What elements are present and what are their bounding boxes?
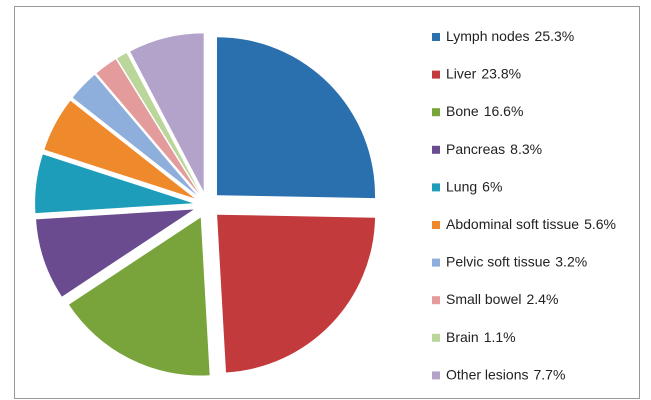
- legend: Lymph nodes 25.3% Liver 23.8% Bone 16.6% Pancr…: [432, 28, 616, 382]
- legend-label: Lymph nodes 25.3%: [446, 28, 574, 44]
- legend-name: Liver: [446, 65, 477, 81]
- pie: [35, 33, 376, 376]
- legend-name: Other lesions: [446, 366, 528, 382]
- pie-slice: [130, 33, 204, 192]
- pie-slice: [68, 217, 210, 376]
- legend-value: 8.3%: [510, 141, 542, 157]
- legend-name: Pancreas: [446, 141, 505, 157]
- pie-slice: [96, 59, 199, 194]
- legend-label: Lung 6%: [446, 178, 502, 194]
- pie-slice: [36, 209, 194, 297]
- legend-swatch: [432, 296, 440, 305]
- legend-swatch: [432, 371, 440, 380]
- legend-label: Other lesions 7.7%: [446, 366, 565, 382]
- pie-slice: [35, 154, 194, 214]
- legend-value: 1.1%: [484, 329, 516, 345]
- legend-value: 2.4%: [526, 291, 558, 307]
- legend-swatch: [432, 333, 440, 342]
- legend-value: 16.6%: [484, 103, 524, 119]
- pie-slice: [217, 214, 376, 373]
- legend-value: 25.3%: [535, 28, 575, 44]
- legend-name: Pelvic soft tissue: [446, 253, 550, 269]
- legend-value: 3.2%: [555, 253, 587, 269]
- legend-swatch: [432, 258, 440, 267]
- legend-value: 6%: [482, 178, 502, 194]
- legend-swatch: [432, 70, 440, 79]
- legend-label: Bone 16.6%: [446, 103, 523, 119]
- legend-name: Brain: [446, 329, 479, 345]
- legend-swatch: [432, 108, 440, 117]
- legend-label: Small bowel 2.4%: [446, 291, 558, 307]
- legend-swatch: [432, 33, 440, 41]
- legend-label: Abdominal soft tissue 5.6%: [446, 216, 616, 232]
- legend-value: 23.8%: [481, 65, 521, 81]
- legend-name: Small bowel: [446, 291, 521, 307]
- legend-value: 5.6%: [584, 216, 616, 232]
- pie-slice: [216, 37, 375, 199]
- legend-label: Pancreas 8.3%: [446, 141, 542, 157]
- legend-swatch: [432, 221, 440, 229]
- legend-name: Bone: [446, 103, 479, 119]
- legend-label: Brain 1.1%: [446, 329, 516, 345]
- pie-slice: [44, 100, 195, 199]
- pie-slice: [72, 74, 197, 196]
- legend-label: Pelvic soft tissue 3.2%: [446, 253, 587, 269]
- pie-slice: [117, 52, 201, 193]
- legend-value: 7.7%: [533, 366, 565, 382]
- legend-name: Lung: [446, 178, 477, 194]
- legend-label: Liver 23.8%: [446, 65, 521, 81]
- legend-name: Abdominal soft tissue: [446, 216, 579, 232]
- legend-name: Lymph nodes: [446, 28, 530, 44]
- legend-swatch: [432, 145, 440, 154]
- legend-swatch: [432, 183, 440, 192]
